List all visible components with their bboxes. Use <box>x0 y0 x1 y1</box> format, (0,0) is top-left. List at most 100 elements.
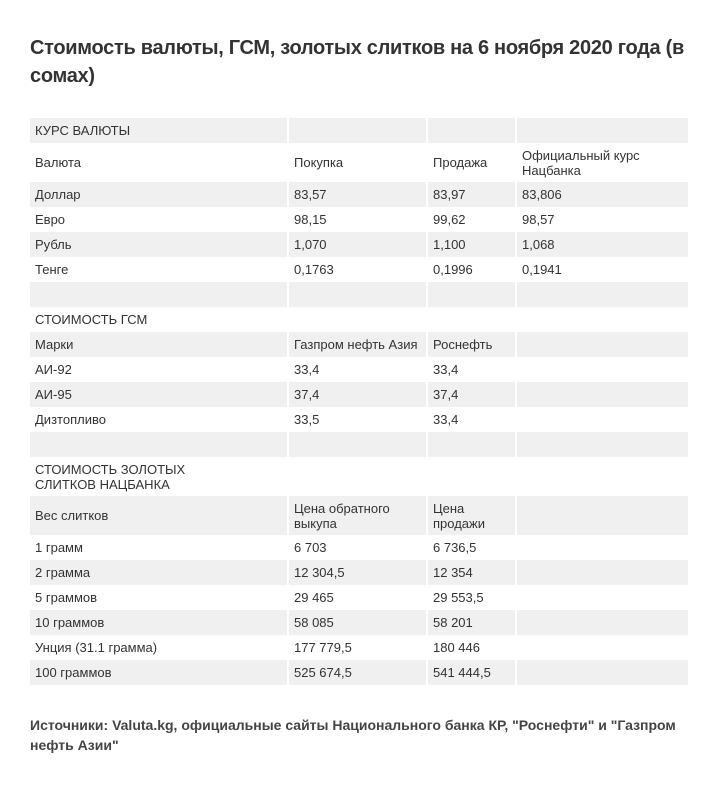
table-row: АИ-95 37,4 37,4 <box>30 382 688 407</box>
table-cell <box>428 118 517 143</box>
table-cell: Роснефть <box>428 332 517 357</box>
table-row: 1 грамм 6 703 6 736,5 <box>30 535 688 560</box>
table-row: Валюта Покупка Продажа Официальный курс Нац… <box>30 143 688 182</box>
table-cell <box>517 660 688 685</box>
table-cell <box>30 282 289 307</box>
table-cell: Цена обратного выкупа <box>289 496 428 535</box>
table-row <box>30 282 688 307</box>
table-cell: 177 779,5 <box>289 635 428 660</box>
table-cell: 12 354 <box>428 560 517 585</box>
table-cell <box>428 282 517 307</box>
table-row: Марки Газпром нефть Азия Роснефть <box>30 332 688 357</box>
table-row: 2 грамма 12 304,5 12 354 <box>30 560 688 585</box>
table-row: Рубль 1,070 1,100 1,068 <box>30 232 688 257</box>
table-cell <box>517 560 688 585</box>
table-cell <box>428 432 517 457</box>
table-cell: СТОИМОСТЬ ГСМ <box>30 307 289 332</box>
table-row: Дизтопливо 33,5 33,4 <box>30 407 688 432</box>
table-cell: 58 085 <box>289 610 428 635</box>
table-cell: Унция (31.1 грамма) <box>30 635 289 660</box>
table-cell: Вес слитков <box>30 496 289 535</box>
table-cell <box>517 635 688 660</box>
prices-table: КУРС ВАЛЮТЫ Валюта Покупка Продажа Официальн… <box>30 118 688 685</box>
table-cell: 83,806 <box>517 182 688 207</box>
table-row: Доллар 83,57 83,97 83,806 <box>30 182 688 207</box>
table-cell: Рубль <box>30 232 289 257</box>
table-cell: 58 201 <box>428 610 517 635</box>
table-cell: 1,070 <box>289 232 428 257</box>
sources-note: Источники: Valuta.kg, официальные сайты … <box>30 717 676 753</box>
table-cell: 37,4 <box>289 382 428 407</box>
table-row <box>30 432 688 457</box>
table-cell: Официальный курс Нацбанка <box>517 143 688 182</box>
table-row: Евро 98,15 99,62 98,57 <box>30 207 688 232</box>
table-cell: 0,1763 <box>289 257 428 282</box>
table-cell: 33,5 <box>289 407 428 432</box>
table-cell: 525 674,5 <box>289 660 428 685</box>
table-cell <box>517 332 688 357</box>
table-cell <box>428 457 517 496</box>
table-cell <box>517 432 688 457</box>
table-cell <box>289 307 428 332</box>
table-cell <box>289 457 428 496</box>
table-cell: Тенге <box>30 257 289 282</box>
table-cell: Покупка <box>289 143 428 182</box>
table-cell: 37,4 <box>428 382 517 407</box>
table-cell: АИ-92 <box>30 357 289 382</box>
table-cell: 83,57 <box>289 182 428 207</box>
table-cell <box>517 610 688 635</box>
table-row: Тенге 0,1763 0,1996 0,1941 <box>30 257 688 282</box>
table-row: 100 граммов 525 674,5 541 444,5 <box>30 660 688 685</box>
table-cell: 33,4 <box>289 357 428 382</box>
table-cell: Цена продажи <box>428 496 517 535</box>
table-cell: 100 граммов <box>30 660 289 685</box>
table-row: 10 граммов 58 085 58 201 <box>30 610 688 635</box>
table-cell: АИ-95 <box>30 382 289 407</box>
table-cell <box>289 432 428 457</box>
table-cell: 98,57 <box>517 207 688 232</box>
table-row: 5 граммов 29 465 29 553,5 <box>30 585 688 610</box>
table-cell: 541 444,5 <box>428 660 517 685</box>
table-cell: Валюта <box>30 143 289 182</box>
table-cell: Продажа <box>428 143 517 182</box>
table-cell: 1,100 <box>428 232 517 257</box>
table-row: Унция (31.1 грамма) 177 779,5 180 446 <box>30 635 688 660</box>
table-cell: Марки <box>30 332 289 357</box>
table-cell <box>517 407 688 432</box>
table-cell <box>517 382 688 407</box>
table-cell: 6 736,5 <box>428 535 517 560</box>
table-cell <box>517 457 688 496</box>
table-cell: 2 грамма <box>30 560 289 585</box>
table-cell <box>517 307 688 332</box>
table-cell <box>517 118 688 143</box>
table-row: КУРС ВАЛЮТЫ <box>30 118 688 143</box>
table-cell: 180 446 <box>428 635 517 660</box>
table-cell <box>428 307 517 332</box>
table-cell <box>517 282 688 307</box>
table-cell: 83,97 <box>428 182 517 207</box>
table-cell <box>517 496 688 535</box>
table-cell: 6 703 <box>289 535 428 560</box>
table-cell: 99,62 <box>428 207 517 232</box>
table-cell: 1,068 <box>517 232 688 257</box>
table-cell: Дизтопливо <box>30 407 289 432</box>
table-cell: 29 465 <box>289 585 428 610</box>
table-cell <box>289 282 428 307</box>
table-cell <box>517 585 688 610</box>
table-cell: Доллар <box>30 182 289 207</box>
table-row: Вес слитков Цена обратного выкупа Цена про… <box>30 496 688 535</box>
table-cell: 10 граммов <box>30 610 289 635</box>
table-cell: 1 грамм <box>30 535 289 560</box>
table-cell <box>30 432 289 457</box>
table-cell: 33,4 <box>428 357 517 382</box>
table-cell: 12 304,5 <box>289 560 428 585</box>
table-cell <box>517 357 688 382</box>
table-cell: 5 граммов <box>30 585 289 610</box>
page-title: Стоимость валюты, ГСМ, золотых слитков н… <box>30 37 684 87</box>
section-header: СТОИМОСТЬ ЗОЛОТЫХ СЛИТКОВ НАЦБАНКА <box>30 457 289 496</box>
table-cell <box>289 118 428 143</box>
table-cell: Евро <box>30 207 289 232</box>
table-cell <box>517 535 688 560</box>
table-row: СТОИМОСТЬ ГСМ <box>30 307 688 332</box>
table-cell: 0,1941 <box>517 257 688 282</box>
